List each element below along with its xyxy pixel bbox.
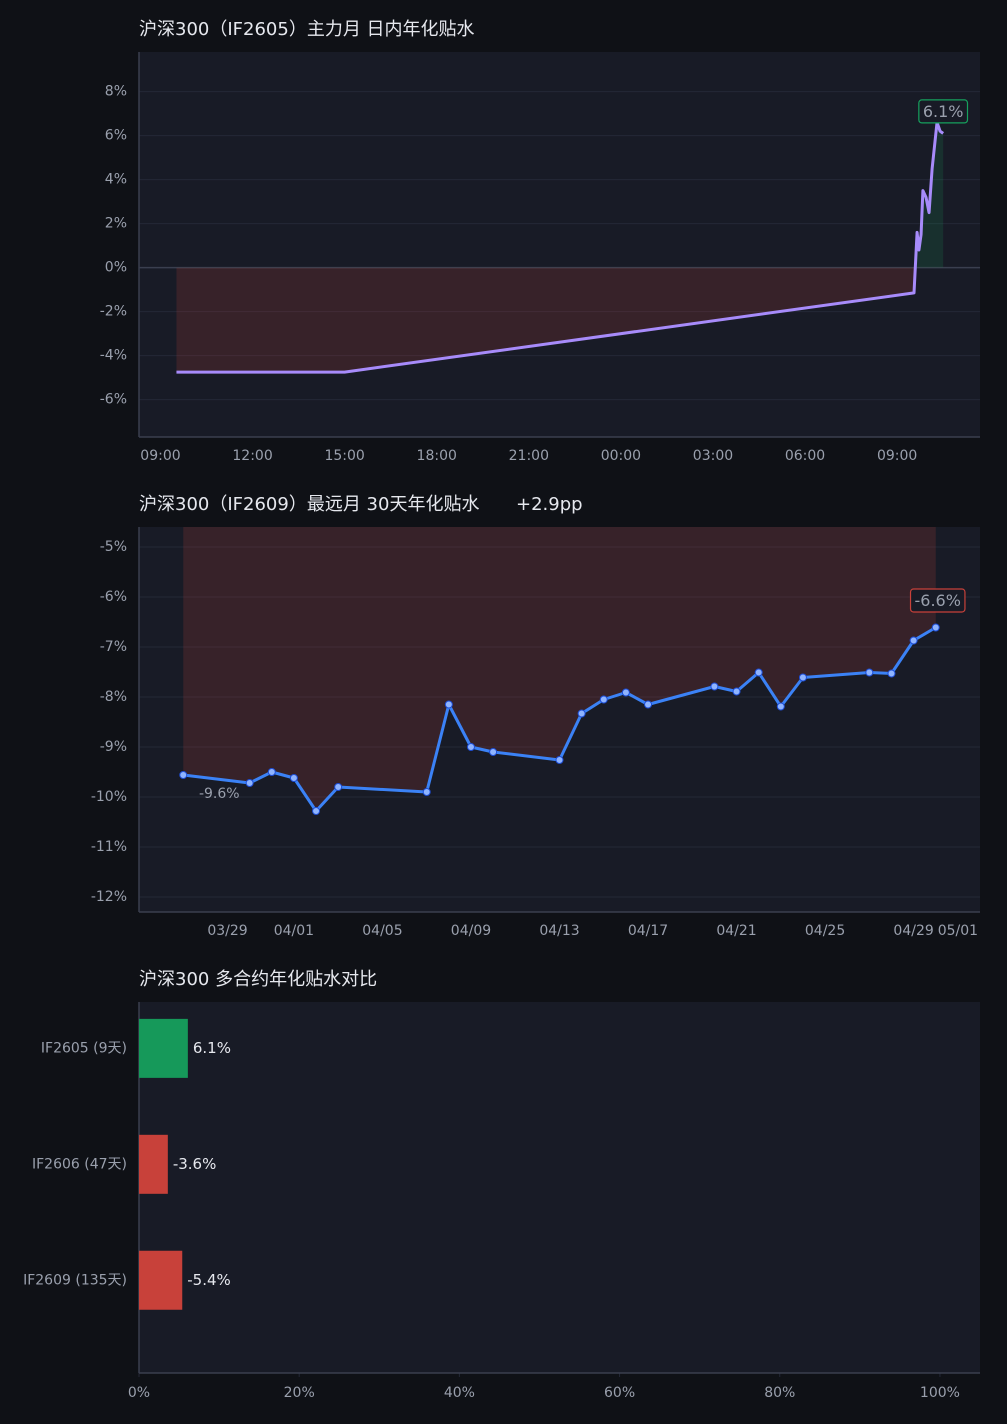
annotation-box xyxy=(909,588,966,613)
point xyxy=(577,709,586,718)
point xyxy=(444,700,453,709)
y-tick-label: -5% xyxy=(100,539,127,555)
line xyxy=(183,626,937,813)
x-tick-label: 04/09 xyxy=(451,923,491,939)
y-tick-label: 2% xyxy=(105,216,127,232)
x-tick-label: 05/01 xyxy=(938,923,978,939)
point xyxy=(644,700,653,709)
y-tick-label: -12% xyxy=(91,889,127,905)
x-tick-label: 04/25 xyxy=(805,923,845,939)
annotation: 6.1% xyxy=(923,102,964,121)
point xyxy=(267,768,276,776)
y-tick-label: -9% xyxy=(100,739,127,755)
x-tick-label: 20% xyxy=(284,1385,315,1401)
plot-background xyxy=(139,52,980,437)
y-tick-label: -2% xyxy=(100,304,127,320)
bar xyxy=(139,1250,183,1310)
y-tick-label: -11% xyxy=(91,839,127,855)
bar xyxy=(139,1134,168,1194)
point xyxy=(489,748,498,756)
x-tick-label: 04/13 xyxy=(539,923,579,939)
point xyxy=(621,688,630,697)
value-label: 6.1% xyxy=(193,1039,231,1057)
x-tick-label: 03:00 xyxy=(693,448,733,464)
x-tick-label: 04/29 xyxy=(893,923,933,939)
chart-title: 沪深300 多合约年化贴水对比 xyxy=(139,969,377,990)
y-tick-label: -7% xyxy=(100,639,127,655)
chart-title: 沪深300（IF2609）最远月 30天年化贴水 xyxy=(139,494,479,515)
point xyxy=(754,668,763,677)
x-tick-label: 03/29 xyxy=(207,923,247,939)
x-tick-label: 04/21 xyxy=(716,923,756,939)
point xyxy=(466,743,475,751)
change-label: +2.9pp xyxy=(516,494,583,515)
x-tick-label: 04/01 xyxy=(274,923,314,939)
point xyxy=(312,807,321,815)
point xyxy=(179,771,188,779)
x-tick-label: 60% xyxy=(604,1385,635,1401)
plot-background xyxy=(139,1002,980,1373)
x-tick-label: 18:00 xyxy=(417,448,457,464)
y-tick-label: -6% xyxy=(100,392,127,408)
point xyxy=(732,687,741,696)
point xyxy=(599,695,608,704)
y-tick-label: IF2606 (47天) xyxy=(32,1156,127,1172)
y-tick-label: IF2605 (9天) xyxy=(41,1040,127,1056)
point xyxy=(334,783,343,791)
point xyxy=(245,779,254,787)
x-tick-label: 04/05 xyxy=(362,923,402,939)
x-tick-label: 15:00 xyxy=(324,448,364,464)
area-negative xyxy=(183,527,936,811)
y-tick-label: IF2609 (135天) xyxy=(23,1272,127,1288)
point xyxy=(931,623,940,632)
point xyxy=(909,636,918,645)
value-label: -5.4% xyxy=(187,1271,231,1289)
x-tick-label: 06:00 xyxy=(785,448,825,464)
x-tick-label: 09:00 xyxy=(140,448,180,464)
y-tick-label: -8% xyxy=(100,689,127,705)
x-tick-label: 0% xyxy=(128,1385,150,1401)
point xyxy=(865,668,874,677)
annotation: -6.6% xyxy=(915,591,961,610)
y-tick-label: 6% xyxy=(105,128,127,144)
annotation-box xyxy=(918,99,969,124)
y-tick-label: 4% xyxy=(105,172,127,188)
x-tick-label: 09:00 xyxy=(877,448,917,464)
x-tick-label: 00:00 xyxy=(601,448,641,464)
y-tick-label: 0% xyxy=(105,260,127,276)
point xyxy=(289,774,298,782)
x-tick-label: 40% xyxy=(444,1385,475,1401)
point xyxy=(710,682,719,691)
chart-title: 沪深300（IF2605）主力月 日内年化贴水 xyxy=(139,19,475,40)
point xyxy=(798,673,807,682)
point xyxy=(422,788,431,796)
y-tick-label: -4% xyxy=(100,348,127,364)
value-label: -3.6% xyxy=(173,1155,217,1173)
x-tick-label: 21:00 xyxy=(509,448,549,464)
y-tick-label: -6% xyxy=(100,589,127,605)
point xyxy=(887,669,896,678)
plot-background xyxy=(139,527,980,912)
y-tick-label: -10% xyxy=(91,789,127,805)
bar xyxy=(139,1018,188,1078)
point xyxy=(555,756,564,764)
x-tick-label: 100% xyxy=(920,1385,960,1401)
point xyxy=(776,702,785,711)
x-tick-label: 80% xyxy=(764,1385,795,1401)
y-tick-label: 8% xyxy=(105,84,127,100)
x-tick-label: 04/17 xyxy=(628,923,668,939)
x-tick-label: 12:00 xyxy=(232,448,272,464)
area-negative xyxy=(176,267,916,373)
annotation: -9.6% xyxy=(199,786,240,802)
